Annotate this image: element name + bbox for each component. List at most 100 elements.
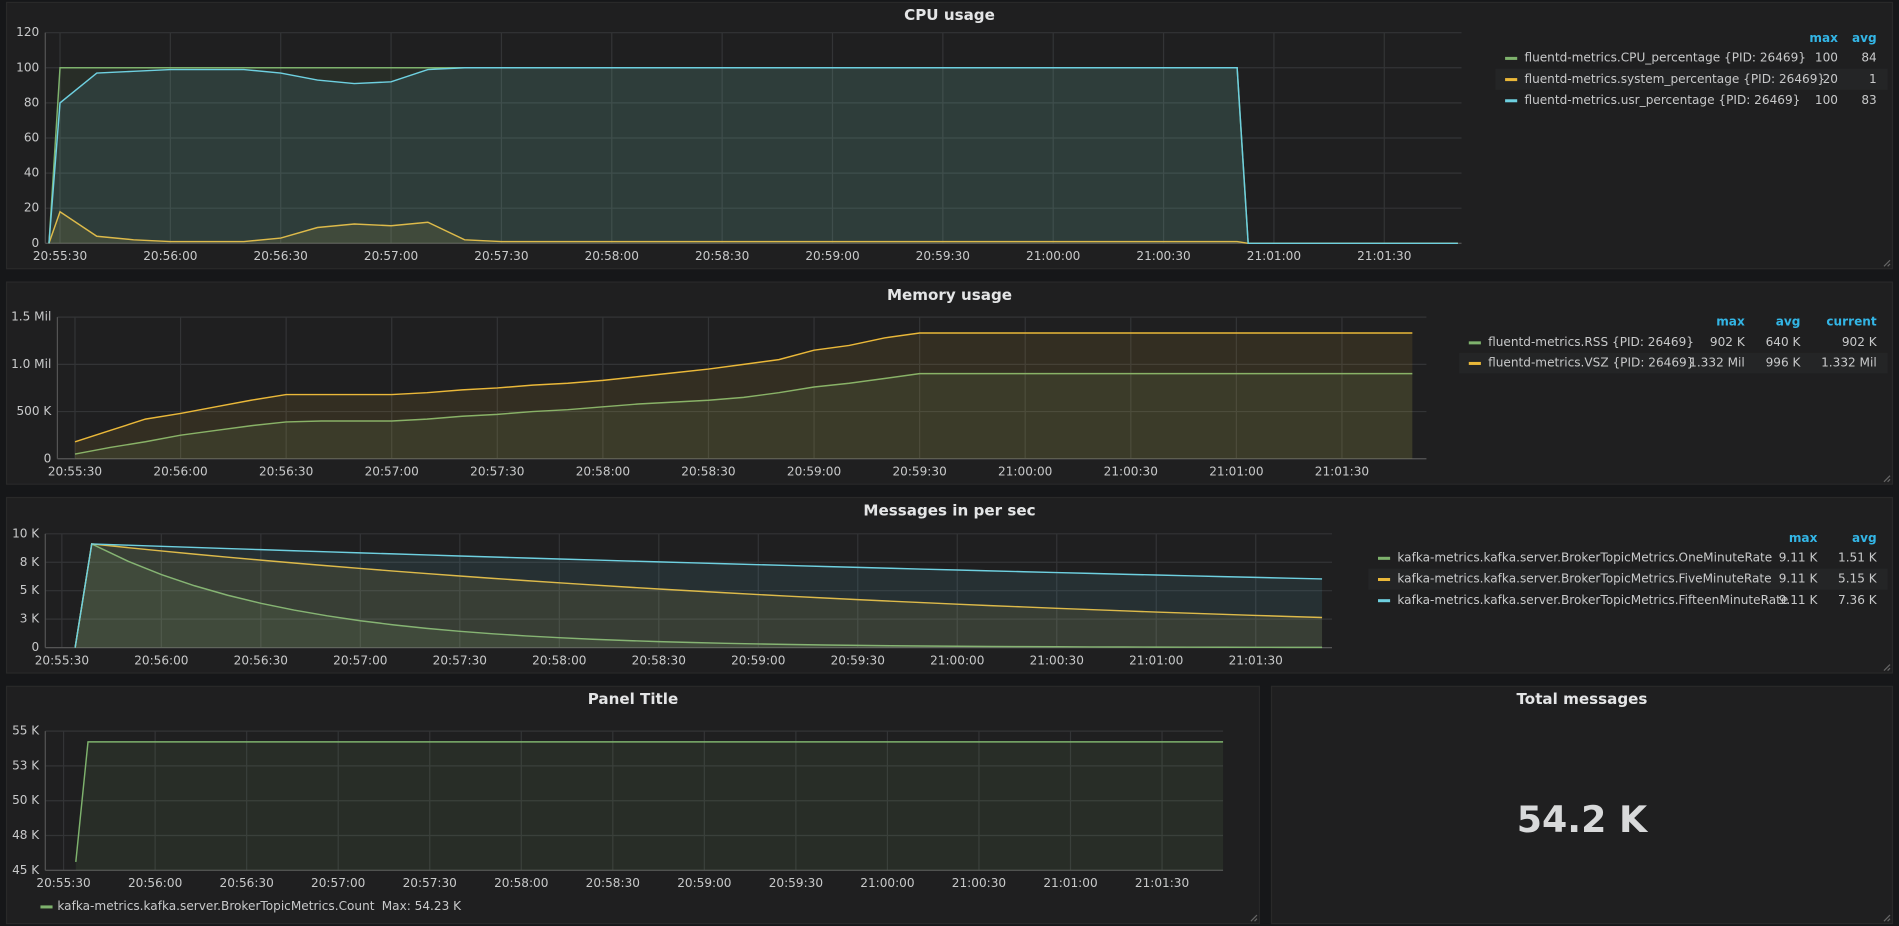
series-line: [74, 332, 1413, 443]
x-tick-label: 20:59:30: [892, 465, 946, 479]
x-tick-label: 20:56:30: [254, 249, 308, 263]
legend-stat: 996 K: [1766, 356, 1802, 370]
x-tick-label: 20:59:30: [769, 876, 823, 890]
y-tick-label: 55 K: [12, 724, 40, 738]
panel: 0 500 K 1.0 Mil 1.5 Mil 20:55:30 20:56:00 20:5…: [11, 310, 1888, 479]
x-tick-label: 20:58:00: [585, 249, 639, 263]
legend-label: fluentd-metrics.usr_percentage {PID: 264…: [1524, 93, 1800, 107]
x-tick-label: 20:55:30: [48, 465, 102, 479]
y-tick-label: 48 K: [12, 828, 40, 842]
y-tick-label: 40: [24, 166, 39, 180]
legend-stat: 20: [1823, 72, 1838, 86]
legend-swatch: [1378, 556, 1391, 560]
legend-swatch: [40, 905, 53, 909]
x-tick-label: 21:00:30: [952, 876, 1006, 890]
x-tick-label: 21:01:30: [1229, 653, 1283, 667]
panel-title: Panel Title: [588, 690, 679, 708]
x-tick-label: 20:59:00: [787, 465, 841, 479]
x-tick-label: 21:01:30: [1315, 465, 1369, 479]
x-tick-label: 21:00:30: [1136, 249, 1190, 263]
legend-header: max: [1809, 31, 1838, 45]
legend-stat: 1.332 Mil: [1821, 356, 1877, 370]
series-area: [75, 741, 1224, 871]
x-tick-label: 20:56:30: [259, 465, 313, 479]
panel-title: CPU usage: [904, 6, 995, 24]
legend-label: kafka-metrics.kafka.server.BrokerTopicMe…: [1397, 593, 1788, 607]
legend-label: kafka-metrics.kafka.server.BrokerTopicMe…: [57, 899, 374, 913]
x-tick-label: 20:57:30: [474, 249, 528, 263]
x-tick-label: 20:57:00: [365, 465, 419, 479]
legend-stat: 902 K: [1842, 335, 1878, 349]
legend-stat: 1.51 K: [1838, 551, 1878, 565]
x-tick-label: 20:56:00: [143, 249, 197, 263]
resize-handle: [1883, 914, 1891, 922]
x-tick-label: 20:56:00: [153, 465, 207, 479]
x-tick-label: 20:59:00: [731, 653, 785, 667]
legend-value: Max: 54.23 K: [382, 899, 462, 913]
series-line: [74, 543, 1323, 648]
legend-stat: 1: [1869, 72, 1877, 86]
series-area: [75, 543, 1323, 648]
x-tick-label: 21:00:00: [998, 465, 1052, 479]
resize-handle: [1883, 664, 1891, 672]
y-tick-label: 1.5 Mil: [11, 310, 51, 324]
legend-header: max: [1716, 314, 1745, 328]
legend-header: avg: [1852, 531, 1877, 545]
y-tick-label: 50 K: [12, 793, 40, 807]
legend-swatch: [1378, 577, 1391, 582]
legend-swatch: [1468, 361, 1481, 365]
panel-title: Memory usage: [887, 286, 1012, 304]
x-tick-label: 20:58:30: [695, 249, 749, 263]
y-tick-label: 10 K: [12, 526, 40, 540]
x-tick-label: 21:00:30: [1104, 465, 1158, 479]
panel-title: Total messages: [1517, 690, 1648, 708]
x-tick-label: 20:56:00: [128, 876, 182, 890]
x-tick-label: 21:01:00: [1209, 465, 1263, 479]
x-tick-label: 21:01:00: [1043, 876, 1097, 890]
x-tick-label: 20:55:30: [36, 876, 90, 890]
x-tick-label: 20:56:30: [220, 876, 274, 890]
x-tick-label: 20:58:30: [586, 876, 640, 890]
legend-swatch: [1505, 78, 1518, 82]
legend-stat: 902 K: [1710, 335, 1746, 349]
series-line: [74, 542, 1323, 649]
y-tick-label: 80: [24, 95, 39, 109]
series-area: [74, 332, 1413, 459]
legend-label: fluentd-metrics.CPU_percentage {PID: 264…: [1524, 51, 1806, 65]
stat-value: 54.2 K: [1517, 798, 1649, 841]
series-area: [75, 543, 1323, 648]
x-tick-label: 20:57:30: [433, 653, 487, 667]
x-tick-label: 21:01:00: [1247, 249, 1301, 263]
legend-stat: 7.36 K: [1838, 593, 1878, 607]
series-line: [48, 210, 1458, 245]
legend-stat: 1.332 Mil: [1689, 356, 1745, 370]
legend-stat: 9.11 K: [1779, 593, 1819, 607]
x-tick-label: 21:00:30: [1030, 653, 1084, 667]
legend-row-bg: [1368, 568, 1888, 590]
series-line: [48, 67, 1458, 245]
legend-stat: 100: [1815, 93, 1838, 107]
y-tick-label: 100: [16, 60, 39, 74]
series-area: [75, 543, 1323, 648]
legend-swatch: [1505, 56, 1518, 60]
x-tick-label: 20:55:30: [35, 653, 89, 667]
x-tick-label: 21:01:00: [1129, 653, 1183, 667]
panel-background: [5, 281, 1894, 485]
y-tick-label: 60: [24, 130, 39, 144]
x-tick-label: 21:00:00: [860, 876, 914, 890]
legend-header: max: [1789, 531, 1818, 545]
legend-row-bg: [1459, 352, 1888, 374]
y-tick-label: 3 K: [20, 612, 41, 626]
x-tick-label: 21:01:30: [1357, 249, 1411, 263]
x-tick-label: 20:57:00: [333, 653, 387, 667]
x-tick-label: 20:57:00: [364, 249, 418, 263]
series-area: [74, 373, 1413, 459]
x-tick-label: 21:00:00: [930, 653, 984, 667]
legend-stat: 9.11 K: [1779, 551, 1819, 565]
x-tick-label: 20:58:30: [681, 465, 735, 479]
legend-swatch: [1468, 341, 1481, 345]
series-area: [48, 67, 1458, 244]
y-tick-label: 53 K: [12, 758, 40, 772]
series-area: [48, 67, 1458, 244]
x-tick-label: 20:56:00: [134, 653, 188, 667]
